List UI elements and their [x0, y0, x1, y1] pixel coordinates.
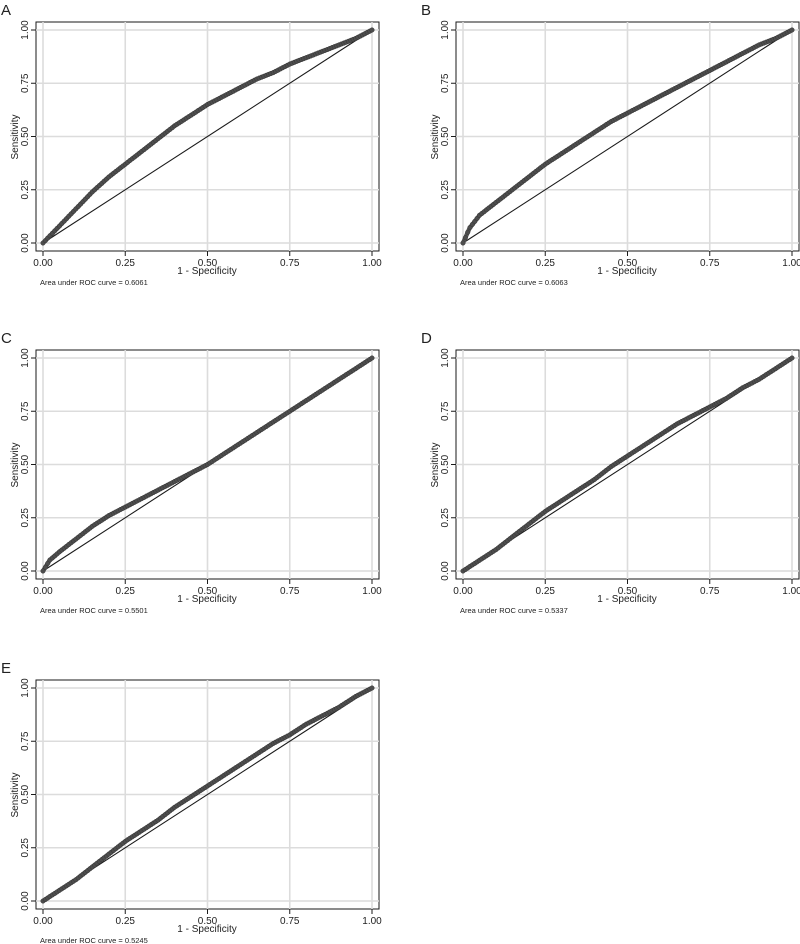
x-axis-title: 1 - Specificity: [177, 266, 236, 277]
y-tick-label: 0.50: [20, 126, 31, 146]
roc-point: [369, 355, 375, 361]
y-tick-label: 0.50: [440, 454, 451, 474]
y-tick-label: 0.50: [20, 784, 31, 804]
roc-point: [789, 355, 795, 361]
x-tick-label: 0.50: [198, 586, 218, 597]
x-tick-label: 1.00: [362, 586, 382, 597]
x-tick-label: 0.00: [33, 258, 53, 269]
panel-label: B: [421, 2, 431, 19]
panel-label: A: [1, 2, 11, 19]
x-tick-label: 0.75: [280, 916, 300, 927]
roc-point: [465, 229, 471, 235]
reference-line: [462, 29, 793, 244]
x-tick-label: 0.50: [618, 586, 638, 597]
y-tick-label: 0.00: [20, 233, 31, 253]
roc-point: [45, 560, 51, 566]
y-tick-label: 1.00: [440, 348, 451, 368]
x-tick-label: 0.25: [116, 586, 136, 597]
x-tick-label: 0.00: [33, 586, 53, 597]
x-tick-label: 0.00: [453, 586, 473, 597]
auc-annotation: Area under ROC curve = 0.6063: [460, 278, 568, 287]
x-tick-label: 0.75: [700, 258, 720, 269]
x-tick-label: 1.00: [362, 258, 382, 269]
roc-point: [460, 240, 466, 246]
auc-annotation: Area under ROC curve = 0.5245: [40, 936, 148, 944]
chart-panel-e: E 0.00 0.25 0.50 0.75 1.00 0.00 0.25 0.50 0.75 1.0…: [1, 660, 382, 944]
auc-annotation: Area under ROC curve = 0.5501: [40, 606, 148, 615]
x-tick-label: 1.00: [782, 586, 800, 597]
chart-panel-a: A 0.00 0.25 0.50 0.75 1.00 0.00 0.25 0.50 0.75 1.0…: [1, 2, 382, 287]
y-axis-title: Sensitivity: [10, 114, 21, 159]
y-tick-label: 1.00: [20, 348, 31, 368]
x-tick-label: 0.75: [280, 258, 300, 269]
x-tick-label: 1.00: [362, 916, 382, 927]
y-axis-title: Sensitivity: [10, 772, 21, 817]
y-tick-label: 0.25: [20, 508, 31, 528]
y-tick-label: 1.00: [20, 678, 31, 698]
x-tick-label: 0.75: [700, 586, 720, 597]
y-tick-label: 0.75: [440, 73, 451, 93]
reference-line: [42, 29, 373, 244]
x-tick-label: 0.25: [536, 258, 556, 269]
y-tick-label: 0.25: [440, 508, 451, 528]
roc-point: [42, 564, 48, 570]
y-tick-label: 0.75: [20, 73, 31, 93]
y-tick-label: 1.00: [20, 20, 31, 40]
y-tick-label: 0.75: [20, 731, 31, 751]
y-axis-title: Sensitivity: [430, 442, 441, 487]
x-axis-title: 1 - Specificity: [597, 266, 656, 277]
x-tick-label: 0.50: [198, 916, 218, 927]
x-axis-title: 1 - Specificity: [597, 594, 656, 605]
y-tick-label: 0.25: [440, 180, 451, 200]
y-axis-title: Sensitivity: [430, 114, 441, 159]
roc-point: [369, 685, 375, 691]
auc-annotation: Area under ROC curve = 0.5337: [460, 606, 568, 615]
panel-label: E: [1, 660, 11, 677]
y-tick-label: 1.00: [440, 20, 451, 40]
roc-point: [462, 235, 468, 241]
y-tick-label: 0.00: [20, 561, 31, 581]
y-tick-label: 0.00: [440, 561, 451, 581]
panel-label: C: [1, 330, 12, 347]
x-tick-label: 1.00: [782, 258, 800, 269]
auc-annotation: Area under ROC curve = 0.6061: [40, 278, 148, 287]
x-tick-label: 0.50: [618, 258, 638, 269]
x-tick-label: 0.25: [536, 586, 556, 597]
y-tick-label: 0.75: [20, 401, 31, 421]
x-tick-label: 0.25: [116, 258, 136, 269]
roc-point: [369, 27, 375, 33]
x-tick-label: 0.25: [116, 916, 136, 927]
roc-point: [789, 27, 795, 33]
y-tick-label: 0.50: [440, 126, 451, 146]
chart-panel-b: B 0.00 0.25 0.50 0.75 1.00 0.00 0.25 0.50 0.75 1.0…: [421, 2, 800, 287]
y-tick-label: 0.75: [440, 401, 451, 421]
y-tick-label: 0.00: [440, 233, 451, 253]
y-tick-label: 0.25: [20, 180, 31, 200]
panel-label: D: [421, 330, 432, 347]
y-tick-label: 0.00: [20, 891, 31, 911]
x-tick-label: 0.00: [453, 258, 473, 269]
y-tick-label: 0.25: [20, 838, 31, 858]
x-axis-title: 1 - Specificity: [177, 924, 236, 935]
x-axis-title: 1 - Specificity: [177, 594, 236, 605]
y-tick-label: 0.50: [20, 454, 31, 474]
x-tick-label: 0.75: [280, 586, 300, 597]
x-tick-label: 0.00: [33, 916, 53, 927]
chart-panel-c: C 0.00 0.25 0.50 0.75 1.00 0.00 0.25 0.50 0.75 1.0…: [1, 330, 382, 615]
x-tick-label: 0.50: [198, 258, 218, 269]
roc-point: [40, 568, 46, 574]
y-axis-title: Sensitivity: [10, 442, 21, 487]
chart-panel-d: D 0.00 0.25 0.50 0.75 1.00 0.00 0.25 0.50 0.75 1.0…: [421, 330, 800, 615]
